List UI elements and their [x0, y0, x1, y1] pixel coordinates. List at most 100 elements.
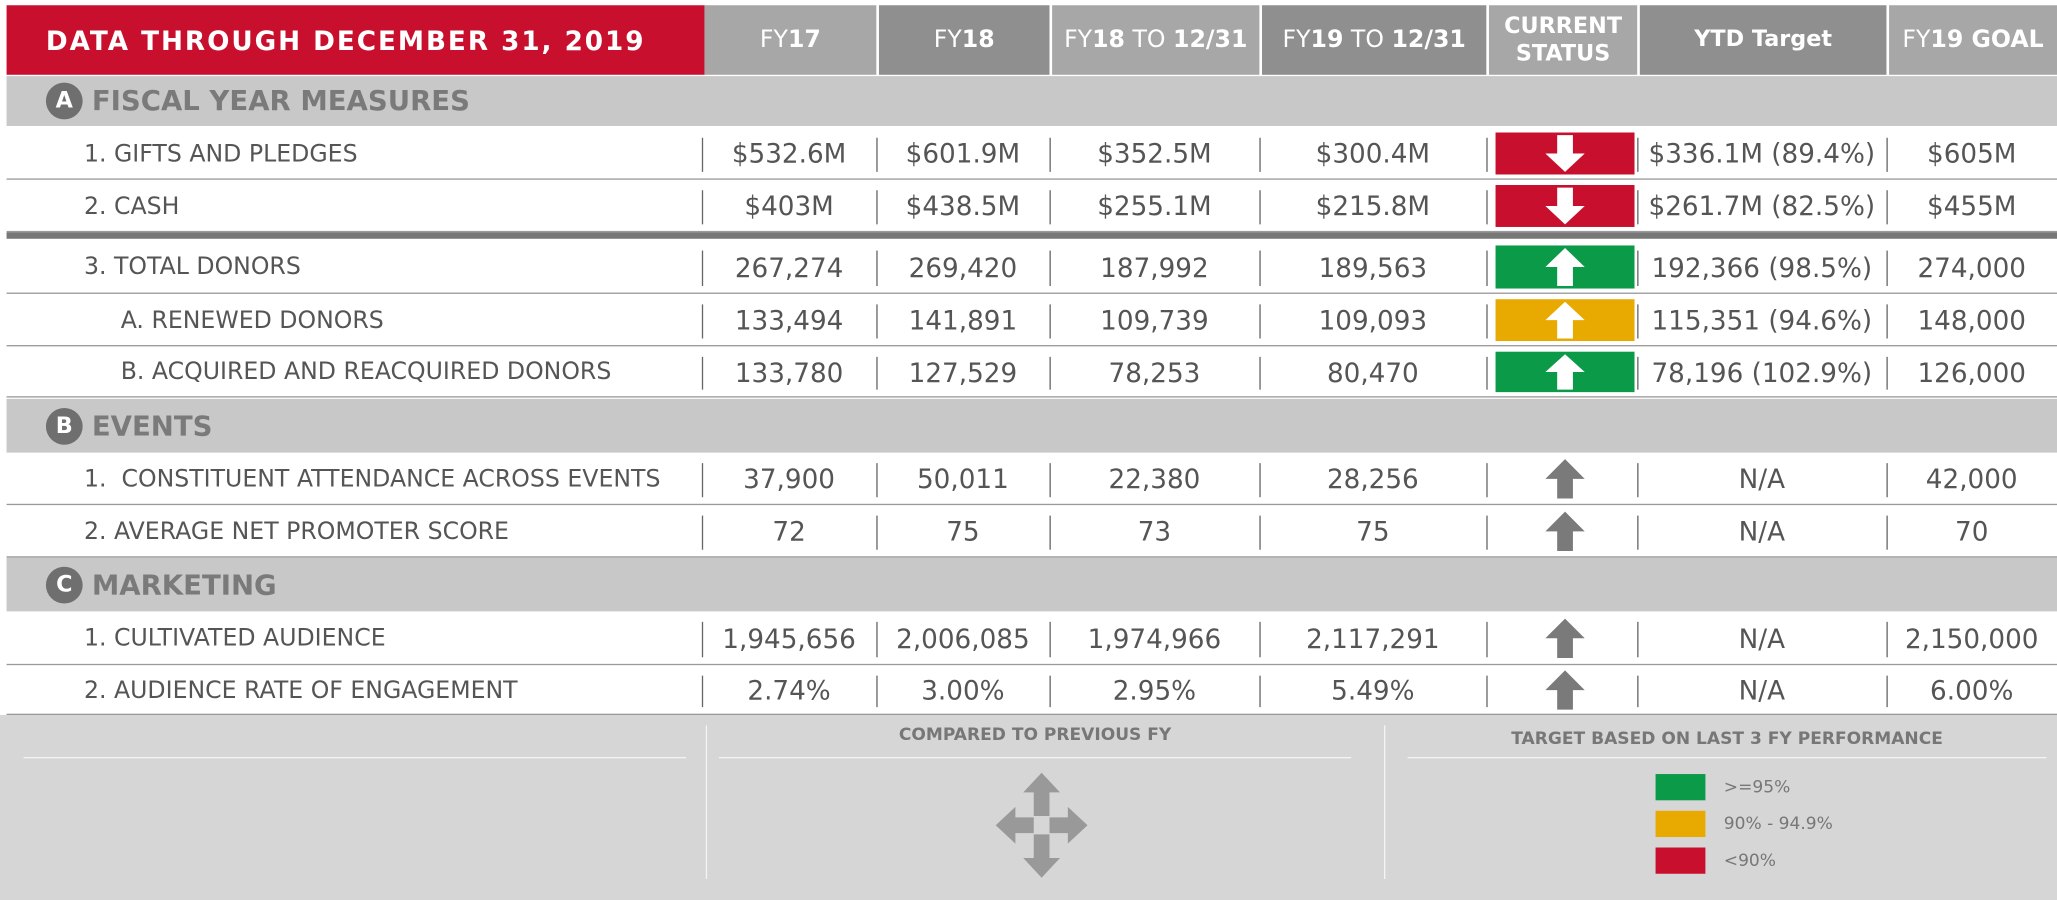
row-rule: [6, 396, 2057, 398]
value-cell: $601.9M: [905, 137, 1021, 170]
row-rule: [6, 292, 2057, 294]
status-arrow: [1545, 247, 1585, 287]
cell-divider: [1259, 304, 1261, 339]
value-cell: 109,739: [1100, 304, 1209, 336]
cell-divider: [1049, 621, 1051, 658]
cell-divider: [1886, 675, 1888, 708]
row-label: 2. CASH: [83, 192, 180, 220]
status-indicator: [1495, 132, 1635, 175]
section-title: FISCAL YEAR MEASURES: [91, 85, 470, 117]
cell-divider: [1259, 137, 1261, 172]
row-rule: [6, 178, 2057, 180]
target-title: TARGET BASED ON LAST 3 FY PERFORMANCE: [1511, 728, 1943, 749]
column-header: CURRENT STATUS: [1488, 5, 1638, 75]
value-cell: 28,256: [1326, 463, 1419, 495]
value-cell: 133,780: [734, 356, 844, 388]
cell-divider: [1637, 515, 1639, 550]
value-cell: $255.1M: [1097, 190, 1212, 222]
cell-divider: [1486, 250, 1488, 287]
value-cell: 1,945,656: [722, 622, 856, 655]
row-label: B. ACQUIRED AND REACQUIRED DONORS: [120, 358, 612, 386]
cell-divider: [1049, 250, 1051, 287]
cell-divider: [701, 621, 704, 658]
goal-cell: $605M: [1927, 137, 2017, 170]
footer-rule: [23, 756, 687, 759]
cell-divider: [1486, 621, 1488, 658]
row-rule: [6, 345, 2057, 347]
header-part: FY: [1064, 25, 1093, 54]
value-cell: 187,992: [1100, 251, 1209, 283]
value-cell: $300.4M: [1315, 137, 1431, 170]
cell-divider: [1049, 137, 1051, 172]
header-part: 18: [961, 25, 995, 54]
value-cell: 50,011: [916, 463, 1009, 495]
row-rule: [6, 663, 2057, 666]
value-cell: 73: [1137, 515, 1172, 548]
value-cell: 133,494: [734, 304, 844, 336]
target-cell: 115,351 (94.6%): [1651, 304, 1873, 336]
status-arrow: [1545, 511, 1585, 552]
cell-divider: [1259, 250, 1261, 287]
legend-swatch: [1655, 810, 1706, 838]
row-rule: [6, 556, 2057, 558]
row-label: 1. GIFTS AND PLEDGES: [83, 139, 358, 168]
cell-divider: [1637, 137, 1639, 172]
cell-divider: [1049, 190, 1051, 225]
row-label: 1. CONSTITUENT ATTENDANCE ACROSS EVENTS: [83, 465, 661, 493]
cell-divider: [1886, 463, 1888, 498]
goal-cell: 126,000: [1917, 356, 2026, 388]
status-indicator: [1495, 351, 1635, 393]
value-cell: 1,974,966: [1087, 622, 1222, 655]
cell-divider: [1259, 463, 1261, 498]
column-header: FY 19 GOAL: [1889, 5, 2057, 75]
cell-divider: [1886, 304, 1888, 339]
row-label: A. RENEWED DONORS: [120, 306, 384, 334]
thick-rule: [6, 232, 2057, 239]
cell-divider: [1637, 621, 1639, 658]
status-arrow: [1545, 670, 1585, 710]
cell-divider: [876, 675, 878, 708]
header-part: TO: [1125, 25, 1174, 54]
goal-cell: 2,150,000: [1904, 622, 2039, 655]
cell-divider: [701, 515, 704, 550]
cell-divider: [876, 304, 878, 339]
cell-divider: [1637, 356, 1639, 390]
cell-divider: [1486, 515, 1488, 550]
cell-divider: [1259, 190, 1261, 225]
row-rule: [6, 230, 2057, 233]
cell-divider: [1049, 356, 1051, 390]
target-cell: N/A: [1738, 463, 1786, 495]
goal-cell: $455M: [1927, 190, 2017, 222]
header-part: CURRENT STATUS: [1504, 13, 1623, 67]
header-part: 17: [787, 25, 821, 54]
value-cell: 37,900: [743, 463, 835, 495]
goal-cell: 274,000: [1917, 251, 2026, 283]
column-header: FY 17: [704, 5, 877, 75]
cell-divider: [876, 190, 878, 225]
header-part: FY: [933, 25, 962, 54]
cell-divider: [1637, 250, 1639, 287]
cell-divider: [701, 190, 704, 225]
cell-divider: [1259, 356, 1261, 390]
value-cell: 189,563: [1318, 251, 1428, 283]
header-part: FY: [1902, 25, 1931, 54]
target-cell: N/A: [1738, 674, 1786, 706]
footer-rule: [718, 756, 1352, 759]
cell-divider: [1886, 190, 1888, 225]
legend-label: <90%: [1723, 850, 1776, 871]
cell-divider: [1049, 515, 1051, 550]
cell-divider: [876, 515, 878, 550]
status-arrow: [1545, 618, 1585, 658]
status-indicator: [1545, 459, 1585, 499]
section-title: MARKETING: [91, 568, 277, 601]
cell-divider: [1259, 515, 1261, 550]
cell-divider: [1637, 190, 1639, 225]
column-header: FY 19 TO 12/31: [1262, 5, 1487, 75]
value-cell: $532.6M: [731, 137, 847, 170]
value-cell: 267,274: [734, 251, 844, 283]
header-part: 19 GOAL: [1930, 25, 2044, 54]
value-cell: 269,420: [908, 251, 1018, 283]
cell-divider: [701, 675, 704, 708]
value-cell: $403M: [744, 190, 834, 222]
